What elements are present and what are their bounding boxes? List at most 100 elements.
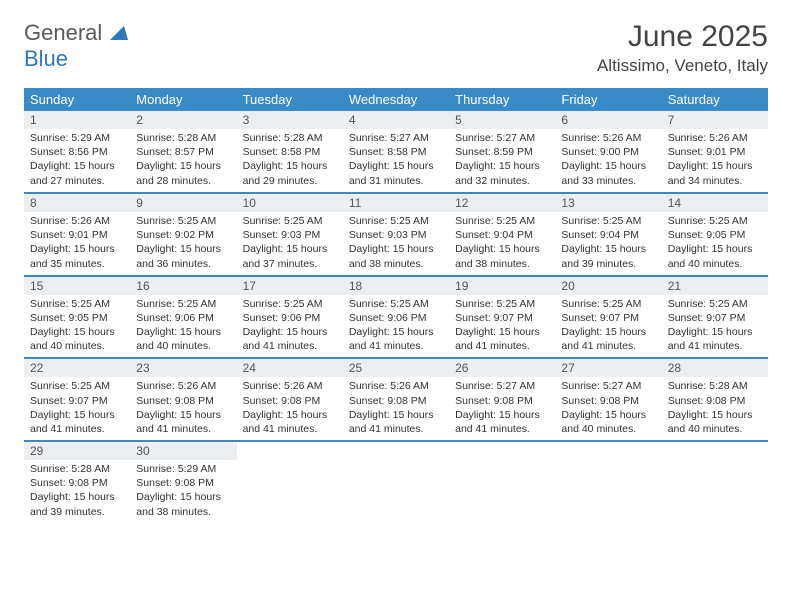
calendar-day-cell: 7Sunrise: 5:26 AMSunset: 9:01 PMDaylight… (662, 111, 768, 193)
day-details: Sunrise: 5:25 AMSunset: 9:05 PMDaylight:… (24, 295, 130, 358)
day-sunrise: Sunrise: 5:27 AM (455, 379, 549, 393)
day-of-week-header: Thursday (449, 88, 555, 111)
day-sunrise: Sunrise: 5:25 AM (136, 297, 230, 311)
calendar-day-cell: 19Sunrise: 5:25 AMSunset: 9:07 PMDayligh… (449, 276, 555, 359)
day-sunrise: Sunrise: 5:25 AM (243, 214, 337, 228)
day-details: Sunrise: 5:26 AMSunset: 9:00 PMDaylight:… (555, 129, 661, 192)
day-sunset: Sunset: 9:08 PM (349, 394, 443, 408)
calendar-day-cell (237, 441, 343, 523)
calendar-day-cell: 8Sunrise: 5:26 AMSunset: 9:01 PMDaylight… (24, 193, 130, 276)
day-dl2: and 31 minutes. (349, 174, 443, 188)
day-dl2: and 41 minutes. (349, 339, 443, 353)
day-dl2: and 40 minutes. (30, 339, 124, 353)
day-details: Sunrise: 5:26 AMSunset: 9:08 PMDaylight:… (130, 377, 236, 440)
header: General Blue June 2025 Altissimo, Veneto… (24, 20, 768, 76)
day-dl1: Daylight: 15 hours (136, 408, 230, 422)
day-sunrise: Sunrise: 5:25 AM (561, 214, 655, 228)
day-dl1: Daylight: 15 hours (349, 242, 443, 256)
day-dl2: and 38 minutes. (455, 257, 549, 271)
day-sunrise: Sunrise: 5:28 AM (243, 131, 337, 145)
day-details: Sunrise: 5:26 AMSunset: 9:08 PMDaylight:… (343, 377, 449, 440)
day-dl1: Daylight: 15 hours (668, 325, 762, 339)
day-number: 28 (662, 359, 768, 377)
day-number: 13 (555, 194, 661, 212)
day-details: Sunrise: 5:27 AMSunset: 8:59 PMDaylight:… (449, 129, 555, 192)
calendar-day-cell: 27Sunrise: 5:27 AMSunset: 9:08 PMDayligh… (555, 358, 661, 441)
day-sunset: Sunset: 9:07 PM (30, 394, 124, 408)
day-number: 7 (662, 111, 768, 129)
calendar-day-cell: 1Sunrise: 5:29 AMSunset: 8:56 PMDaylight… (24, 111, 130, 193)
day-sunrise: Sunrise: 5:25 AM (455, 297, 549, 311)
title-block: June 2025 Altissimo, Veneto, Italy (597, 20, 768, 76)
day-sunrise: Sunrise: 5:25 AM (349, 214, 443, 228)
day-sunrise: Sunrise: 5:28 AM (136, 131, 230, 145)
day-sunrise: Sunrise: 5:26 AM (30, 214, 124, 228)
day-dl2: and 29 minutes. (243, 174, 337, 188)
day-details: Sunrise: 5:27 AMSunset: 9:08 PMDaylight:… (449, 377, 555, 440)
day-dl2: and 41 minutes. (561, 339, 655, 353)
day-details: Sunrise: 5:27 AMSunset: 9:08 PMDaylight:… (555, 377, 661, 440)
day-sunset: Sunset: 9:08 PM (561, 394, 655, 408)
day-of-week-header: Sunday (24, 88, 130, 111)
day-details: Sunrise: 5:25 AMSunset: 9:03 PMDaylight:… (237, 212, 343, 275)
day-dl1: Daylight: 15 hours (136, 242, 230, 256)
day-details: Sunrise: 5:26 AMSunset: 9:08 PMDaylight:… (237, 377, 343, 440)
day-number: 27 (555, 359, 661, 377)
day-details: Sunrise: 5:25 AMSunset: 9:07 PMDaylight:… (662, 295, 768, 358)
day-sunrise: Sunrise: 5:27 AM (349, 131, 443, 145)
day-details: Sunrise: 5:25 AMSunset: 9:06 PMDaylight:… (343, 295, 449, 358)
day-sunset: Sunset: 9:07 PM (668, 311, 762, 325)
logo-text: General Blue (24, 20, 128, 72)
day-sunset: Sunset: 9:00 PM (561, 145, 655, 159)
day-sunrise: Sunrise: 5:29 AM (136, 462, 230, 476)
day-details: Sunrise: 5:25 AMSunset: 9:07 PMDaylight:… (555, 295, 661, 358)
day-number: 9 (130, 194, 236, 212)
day-dl2: and 41 minutes. (668, 339, 762, 353)
calendar-day-cell: 9Sunrise: 5:25 AMSunset: 9:02 PMDaylight… (130, 193, 236, 276)
day-details: Sunrise: 5:29 AMSunset: 8:56 PMDaylight:… (24, 129, 130, 192)
day-of-week-header: Tuesday (237, 88, 343, 111)
day-dl1: Daylight: 15 hours (30, 325, 124, 339)
calendar-day-cell: 28 Sunrise: 5:28 AMSunset: 9:08 PMDayligh… (662, 358, 768, 441)
day-dl2: and 41 minutes. (30, 422, 124, 436)
day-details: Sunrise: 5:25 AMSunset: 9:04 PMDaylight:… (555, 212, 661, 275)
day-sunset: Sunset: 9:08 PM (136, 476, 230, 490)
day-dl2: and 35 minutes. (30, 257, 124, 271)
day-sunset: Sunset: 9:01 PM (668, 145, 762, 159)
day-dl2: and 40 minutes. (668, 422, 762, 436)
day-of-week-row: SundayMondayTuesdayWednesdayThursdayFrid… (24, 88, 768, 111)
day-number: 10 (237, 194, 343, 212)
logo-part2: Blue (24, 46, 68, 71)
day-dl2: and 37 minutes. (243, 257, 337, 271)
day-dl1: Daylight: 15 hours (455, 242, 549, 256)
day-sunset: Sunset: 9:08 PM (668, 394, 762, 408)
day-dl1: Daylight: 15 hours (455, 325, 549, 339)
day-sunrise: Sunrise: 5:25 AM (30, 297, 124, 311)
day-sunset: Sunset: 8:58 PM (349, 145, 443, 159)
day-sunset: Sunset: 8:59 PM (455, 145, 549, 159)
day-dl2: and 41 minutes. (136, 422, 230, 436)
day-number: 30 (130, 442, 236, 460)
day-dl1: Daylight: 15 hours (349, 408, 443, 422)
day-dl1: Daylight: 15 hours (561, 242, 655, 256)
day-sunrise: Sunrise: 5:27 AM (455, 131, 549, 145)
day-sunrise: Sunrise: 5:27 AM (561, 379, 655, 393)
day-details: Sunrise: 5:25 AMSunset: 9:07 PMDaylight:… (449, 295, 555, 358)
calendar-day-cell: 25Sunrise: 5:26 AMSunset: 9:08 PMDayligh… (343, 358, 449, 441)
day-sunrise: Sunrise: 5:25 AM (668, 297, 762, 311)
day-sunrise: Sunrise: 5:26 AM (561, 131, 655, 145)
day-number: 22 (24, 359, 130, 377)
day-sunrise: Sunrise: 5:26 AM (136, 379, 230, 393)
calendar-day-cell: 22Sunrise: 5:25 AMSunset: 9:07 PMDayligh… (24, 358, 130, 441)
calendar-day-cell: 14Sunrise: 5:25 AMSunset: 9:05 PMDayligh… (662, 193, 768, 276)
day-sunset: Sunset: 9:06 PM (349, 311, 443, 325)
day-sunrise: Sunrise: 5:25 AM (243, 297, 337, 311)
day-dl2: and 32 minutes. (455, 174, 549, 188)
day-sunset: Sunset: 9:02 PM (136, 228, 230, 242)
day-dl1: Daylight: 15 hours (668, 408, 762, 422)
day-details: Sunrise: 5:25 AMSunset: 9:04 PMDaylight:… (449, 212, 555, 275)
day-dl2: and 41 minutes. (455, 339, 549, 353)
day-sunrise: Sunrise: 5:28 AM (668, 379, 762, 393)
day-of-week-header: Friday (555, 88, 661, 111)
day-details: Sunrise: 5:25 AMSunset: 9:06 PMDaylight:… (130, 295, 236, 358)
